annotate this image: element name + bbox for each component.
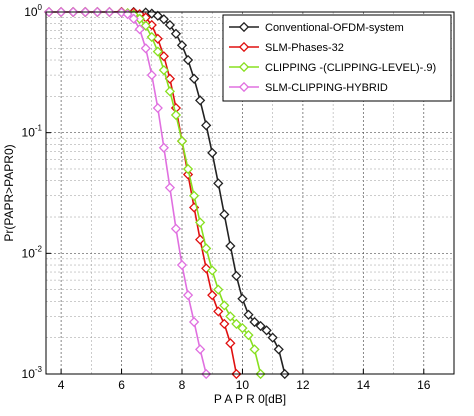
x-tick-label: 8 [179, 378, 186, 392]
data-point [164, 86, 176, 97]
legend-item: Conventional-OFDM-system [229, 21, 404, 34]
x-tick-label: 10 [236, 378, 250, 392]
data-point [170, 223, 182, 234]
legend-item: SLM-Phases-32 [229, 41, 344, 54]
data-point [261, 325, 272, 336]
data-point [207, 147, 218, 158]
legend-swatch-marker [238, 21, 250, 33]
x-tick-label: 4 [58, 378, 65, 392]
data-point [231, 270, 242, 282]
data-point [195, 95, 206, 106]
data-point [243, 329, 254, 341]
series-2 [43, 6, 242, 380]
axes: 4 6 8 10 12 14 16 100 10-1 10-2 10-3 [22, 3, 431, 392]
series-4 [43, 6, 212, 380]
legend-label: Conventional-OFDM-system [265, 22, 404, 34]
data-point [207, 290, 218, 301]
data-point [176, 40, 188, 51]
y-tick-label: 10-1 [22, 124, 43, 140]
y-tick-label: 10-2 [22, 244, 43, 260]
data-point [134, 24, 145, 35]
data-point [231, 318, 242, 330]
data-point [207, 265, 218, 276]
legend-label: SLM-CLIPPING-HYBRID [265, 82, 388, 94]
data-point [195, 344, 206, 355]
data-point [201, 243, 212, 254]
data-point [158, 142, 169, 153]
plot-frame [45, 11, 455, 375]
data-point [152, 46, 163, 57]
data-point [164, 182, 176, 193]
data-point [219, 300, 230, 311]
data-point [267, 332, 278, 343]
data-point [158, 14, 169, 25]
data-point [188, 316, 200, 328]
data-point [249, 344, 260, 355]
data-point [219, 318, 230, 330]
y-axis-label: Pr(PAPR>PAPR0) [2, 144, 16, 241]
data-point [225, 338, 236, 349]
data-point [201, 120, 212, 131]
data-point [128, 13, 139, 24]
legend-swatch-marker [238, 41, 250, 53]
data-point [140, 20, 151, 31]
data-point [195, 234, 206, 245]
data-point [164, 19, 176, 31]
x-tick-label: 16 [417, 378, 431, 392]
x-tick-label: 14 [357, 378, 371, 392]
data-point [170, 109, 182, 121]
data-point [225, 311, 236, 322]
data-point [213, 178, 224, 189]
y-tick-label: 10-3 [22, 365, 43, 381]
data-point [146, 69, 157, 81]
data-point [225, 240, 236, 252]
legend-swatch-marker [238, 61, 250, 73]
legend: Conventional-OFDM-system SLM-Phases-32 CLI… [222, 14, 452, 102]
data-point [195, 217, 206, 228]
data-point [158, 64, 169, 76]
data-point [213, 284, 224, 295]
data-point [152, 10, 163, 21]
data-point [243, 309, 254, 320]
data-point [249, 316, 260, 328]
x-tick-label: 12 [296, 378, 310, 392]
x-tick-label: 6 [118, 378, 125, 392]
legend-box [222, 14, 452, 102]
x-axis-label: P A P R 0[dB] [214, 392, 286, 406]
data-point [219, 209, 230, 220]
data-point [237, 323, 248, 334]
data-point [188, 73, 200, 84]
data-point [158, 51, 169, 62]
data-point [140, 43, 151, 54]
data-point [176, 259, 188, 271]
data-point [188, 190, 200, 201]
data-point [152, 102, 163, 114]
data-point [182, 163, 194, 175]
data-point [237, 293, 248, 304]
y-tick-label: 100 [24, 3, 42, 19]
legend-swatch-marker [238, 81, 250, 93]
data-point [170, 28, 182, 39]
legend-label: SLM-Phases-32 [265, 42, 344, 54]
legend-item: CLIPPING -(CLIPPING-LEVEL)-.9) [229, 61, 436, 74]
data-point [164, 73, 176, 84]
data-point [146, 19, 157, 31]
data-point [213, 306, 224, 317]
series-line [49, 11, 207, 375]
data-point [182, 290, 194, 301]
legend-item: SLM-CLIPPING-HYBRID [229, 81, 388, 94]
data-point [255, 320, 266, 332]
data-point [273, 344, 284, 355]
data-point [146, 31, 157, 43]
data-point [182, 54, 194, 66]
legend-label: CLIPPING -(CLIPPING-LEVEL)-.9) [265, 62, 436, 74]
data-point [116, 7, 127, 18]
series-line [49, 11, 238, 375]
data-point [176, 136, 188, 147]
